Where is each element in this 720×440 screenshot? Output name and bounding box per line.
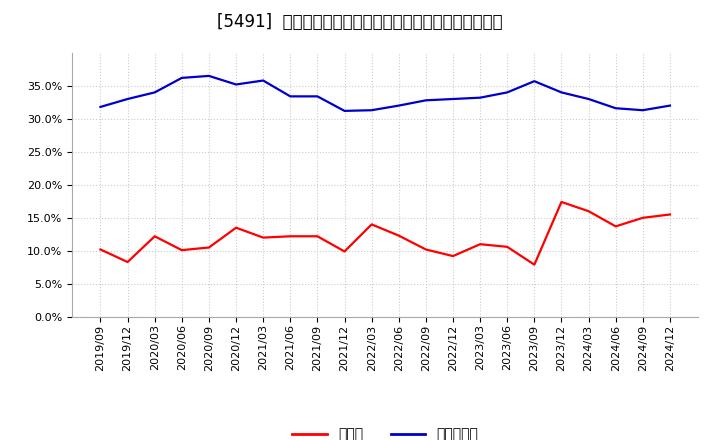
Legend: 現預金, 有利子負債: 現預金, 有利子負債 [287, 422, 484, 440]
Text: [5491]  現預金、有利子負債の総資産に対する比率の推移: [5491] 現預金、有利子負債の総資産に対する比率の推移 [217, 13, 503, 31]
